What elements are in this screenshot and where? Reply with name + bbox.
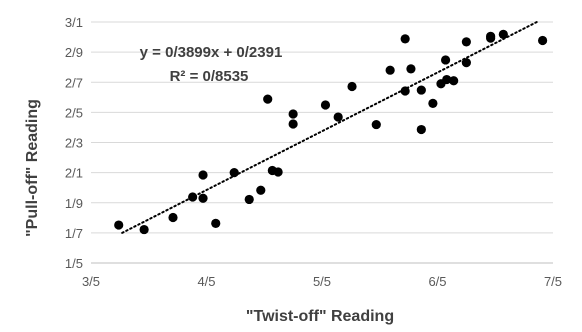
data-point — [385, 65, 395, 75]
data-point — [288, 109, 298, 119]
data-point — [211, 218, 221, 228]
x-tick-label: 4/5 — [197, 274, 215, 289]
data-point — [347, 81, 357, 92]
data-point — [198, 170, 208, 180]
data-point — [256, 185, 266, 195]
tick-labels: 3/5 4/5 5/5 6/5 7/5 1/5 1/7 1/9 2/1 2/3 2/5 2/7 2/9 3… — [65, 15, 562, 289]
x-tick-label: 7/5 — [544, 274, 562, 289]
data-point — [244, 194, 254, 205]
y-tick-label: 2/5 — [65, 105, 83, 120]
data-point — [168, 212, 178, 223]
y-tick-label: 2/3 — [65, 136, 83, 151]
gridlines — [91, 21, 553, 234]
y-axis-title: "Pull-off" Reading — [24, 99, 41, 237]
x-tick-label: 6/5 — [428, 274, 446, 289]
y-tick-label: 1/7 — [65, 226, 83, 241]
y-tick-label: 2/1 — [65, 166, 83, 181]
data-point — [400, 86, 410, 96]
data-point — [406, 64, 416, 74]
data-point — [320, 100, 331, 110]
data-point — [538, 35, 548, 46]
data-point — [498, 29, 508, 39]
data-point — [273, 167, 283, 177]
data-point — [461, 37, 471, 47]
data-point — [416, 124, 426, 135]
y-tick-label: 1/9 — [65, 196, 83, 211]
data-point — [188, 192, 198, 202]
data-point — [428, 98, 438, 108]
y-tick-label: 1/5 — [65, 256, 83, 271]
data-point — [114, 220, 124, 230]
data-point — [198, 193, 208, 203]
y-tick-label: 2/9 — [65, 45, 83, 60]
x-tick-label: 3/5 — [82, 274, 100, 289]
data-point — [333, 112, 343, 122]
data-point — [461, 58, 471, 68]
x-tick-label: 5/5 — [313, 274, 331, 289]
data-points — [114, 29, 548, 235]
data-point — [263, 94, 273, 104]
data-point — [449, 76, 459, 86]
r-squared-label: R² = 0/8535 — [170, 68, 249, 85]
data-point — [229, 168, 239, 178]
data-point — [440, 55, 451, 65]
data-point — [139, 224, 149, 235]
data-point — [288, 119, 298, 129]
trendline-equation: y = 0/3899x + 0/2391 — [140, 44, 283, 61]
data-point — [400, 34, 410, 44]
data-point — [486, 33, 496, 43]
y-tick-label: 3/1 — [65, 15, 83, 30]
data-point — [416, 85, 426, 95]
data-point — [371, 119, 381, 130]
x-axis-title: "Twist-off" Reading — [246, 308, 394, 325]
data-point — [442, 74, 452, 85]
y-tick-label: 2/7 — [65, 75, 83, 90]
